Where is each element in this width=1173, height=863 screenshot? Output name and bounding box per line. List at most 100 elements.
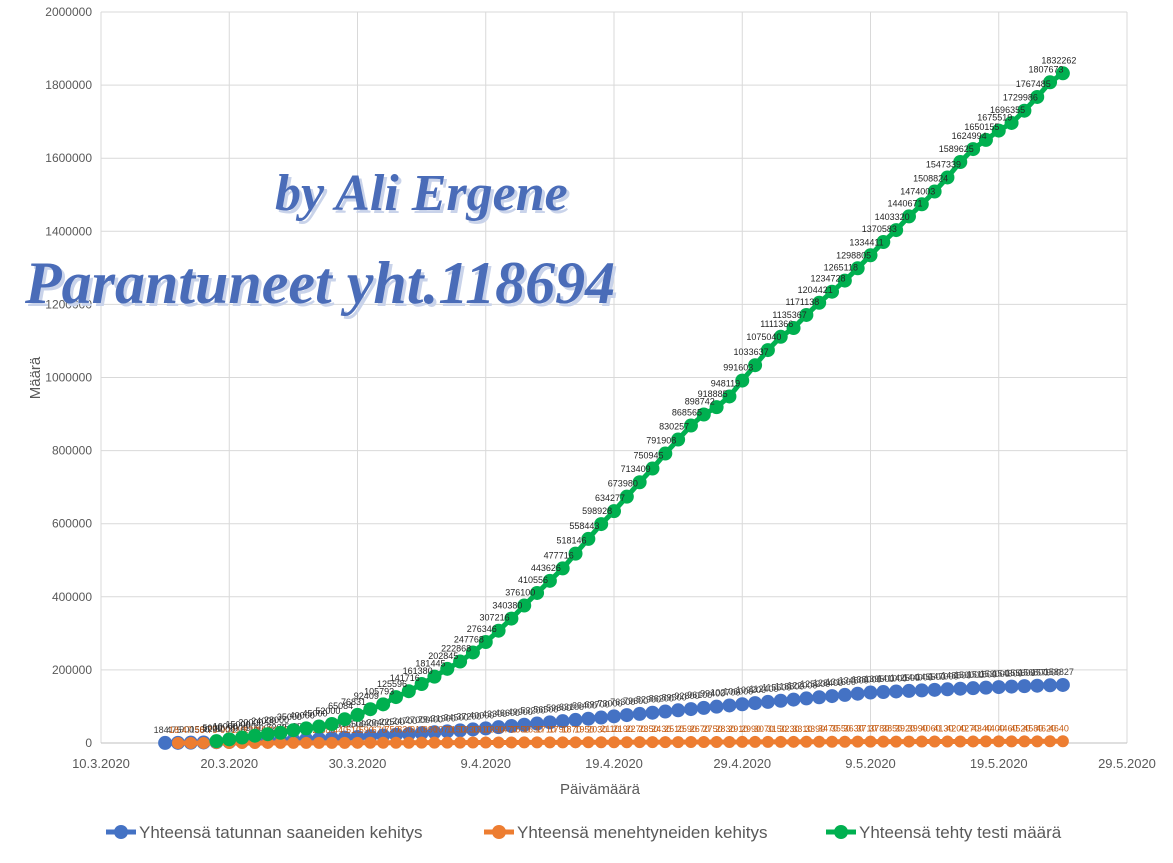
- data-label: 1870: [562, 724, 582, 734]
- data-label: 92409: [354, 691, 379, 701]
- data-point: [312, 719, 327, 734]
- data-point: [825, 284, 840, 299]
- data-point: [1031, 735, 1044, 748]
- data-label: 89500: [662, 692, 687, 702]
- x-tick-label: 20.3.2020: [200, 756, 258, 771]
- x-tick-label: 29.4.2020: [713, 756, 771, 771]
- data-point: [658, 446, 673, 461]
- data-point: [260, 727, 275, 742]
- x-tick-label: 29.5.2020: [1098, 756, 1156, 771]
- data-label: 49900: [508, 707, 533, 717]
- data-point: [517, 598, 532, 613]
- data-label: 1440671: [887, 198, 922, 208]
- data-label: 4400: [985, 723, 1005, 733]
- data-point: [876, 235, 891, 250]
- data-point: [1055, 66, 1070, 81]
- data-label: 1630: [523, 724, 543, 734]
- data-label: 1310: [472, 725, 492, 735]
- data-label: 2350: [638, 724, 658, 734]
- data-label: 118800: [775, 682, 804, 692]
- data-label: 1204421: [798, 285, 833, 295]
- legend-label: Yhteensä menehtyneiden kehitys: [517, 823, 767, 842]
- data-point: [645, 705, 660, 720]
- data-point: [890, 735, 903, 748]
- data-point: [568, 546, 583, 561]
- data-point: [530, 585, 545, 600]
- data-label: 410556: [518, 575, 548, 585]
- data-point: [979, 735, 992, 748]
- data-label: 4460: [998, 723, 1018, 733]
- data-point: [683, 418, 698, 433]
- data-point: [1017, 679, 1032, 694]
- data-label: 4200: [946, 723, 966, 733]
- data-label: 65084: [328, 701, 353, 711]
- data-label: 1150: [446, 725, 465, 735]
- data-point: [838, 735, 851, 748]
- data-point: [1018, 735, 1031, 748]
- data-point: [531, 736, 544, 749]
- legend-marker: [834, 825, 848, 839]
- data-point: [760, 694, 775, 709]
- data-label: 158827: [1044, 667, 1074, 677]
- data-point: [594, 710, 609, 725]
- data-label: 20000: [238, 718, 263, 728]
- data-label: 5000: [202, 723, 222, 733]
- data-label: 4060: [921, 724, 941, 734]
- data-point: [620, 736, 633, 749]
- data-point: [671, 703, 686, 718]
- data-label: 24000: [251, 716, 276, 726]
- x-tick-label: 19.4.2020: [585, 756, 643, 771]
- data-point: [505, 736, 518, 749]
- data-label: 1470: [497, 724, 517, 734]
- data-label: 4270: [959, 723, 979, 733]
- data-point: [863, 685, 878, 700]
- data-point: [826, 735, 839, 748]
- data-point: [1004, 679, 1019, 694]
- data-label: 376100: [505, 588, 535, 598]
- data-label: 141000: [877, 673, 907, 683]
- annotation: by Ali Ergene: [275, 165, 568, 222]
- y-tick-label: 2000000: [45, 5, 92, 19]
- data-point: [812, 295, 827, 310]
- x-axis-title: Päivämäärä: [560, 781, 641, 798]
- data-label: 3780: [869, 724, 889, 734]
- data-label: 247768: [454, 634, 484, 644]
- data-label: 3070: [754, 724, 774, 734]
- data-point: [813, 735, 826, 748]
- data-point: [542, 573, 557, 588]
- data-point: [568, 712, 583, 727]
- data-label: 156800: [1018, 668, 1048, 678]
- data-point: [633, 736, 646, 749]
- data-label: 670: [372, 725, 387, 735]
- data-point: [158, 735, 173, 750]
- data-label: 991603: [723, 363, 753, 373]
- data-label: 154300: [993, 669, 1023, 679]
- data-point: [684, 736, 697, 749]
- data-label: 475: [166, 725, 181, 735]
- data-label: 990: [423, 725, 438, 735]
- data-label: 1370583: [862, 224, 897, 234]
- data-point: [197, 736, 210, 749]
- data-point: [325, 736, 338, 749]
- data-point: [608, 736, 620, 749]
- data-label: 45000: [303, 709, 328, 719]
- data-point: [1056, 735, 1069, 748]
- data-point: [799, 307, 814, 322]
- data-label: 147000: [928, 671, 958, 681]
- data-point: [825, 689, 840, 704]
- data-label: 10000: [213, 721, 238, 731]
- data-point: [581, 711, 596, 726]
- data-label: 134800: [839, 676, 869, 686]
- data-point: [773, 693, 788, 708]
- data-point: [594, 517, 609, 532]
- data-point: [427, 669, 442, 684]
- data-label: 1230: [459, 725, 479, 735]
- data-point: [1030, 678, 1045, 693]
- data-point: [555, 561, 570, 576]
- data-label: 2430: [651, 724, 671, 734]
- data-point: [1017, 103, 1032, 118]
- data-point: [555, 714, 570, 729]
- data-label: 518146: [557, 536, 587, 546]
- legend-marker: [492, 825, 506, 839]
